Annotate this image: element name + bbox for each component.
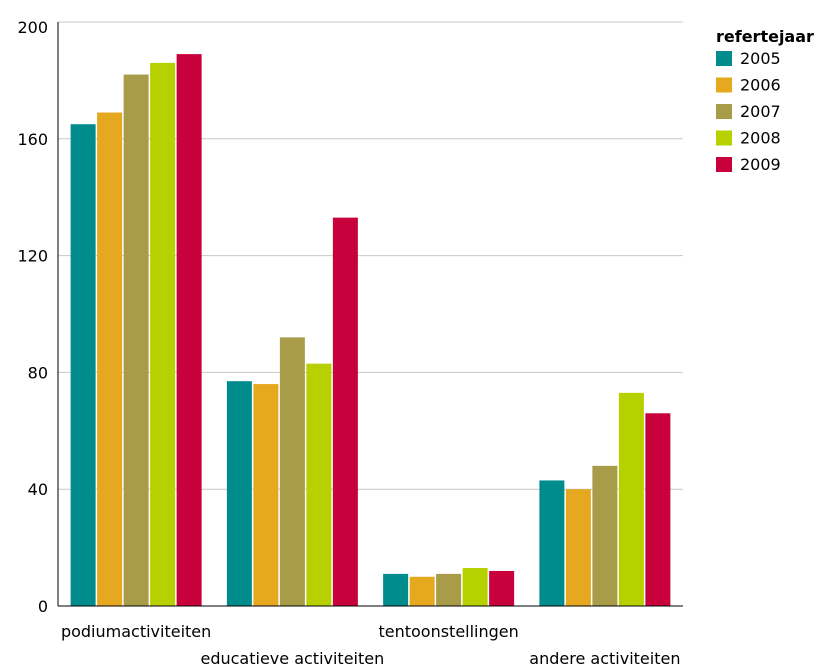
x-category-label: educatieve activiteiten [200,649,384,668]
bar-2009-4 [645,413,671,606]
legend-label-2006: 2006 [740,76,781,95]
y-tick-label: 120 [17,247,48,266]
legend-label-2009: 2009 [740,155,781,174]
bar-2009-1 [176,54,202,607]
legend-label-2007: 2007 [740,102,781,121]
category-labels: podiumactiviteiten educatieve activiteite… [61,622,680,668]
legend-swatch-2007 [716,104,732,119]
legend-swatch-2005 [716,51,732,66]
y-tick-label: 40 [28,480,48,499]
bar-2007-1 [123,74,149,606]
bar-2009-2 [332,217,358,606]
bar-2005-3 [383,573,409,606]
bar-2006-3 [409,576,435,606]
bar-2006-1 [97,112,123,607]
bar-2008-1 [150,62,176,606]
x-category-label: tentoonstellingen [378,622,518,641]
x-category-label: andere activiteiten [529,649,680,668]
legend-items: 2005 2006 2007 2008 2009 [716,49,781,174]
legend-title: refertejaar [716,27,814,46]
legend-swatch-2006 [716,77,732,93]
bar-2006-4 [565,489,591,606]
bars [70,54,671,607]
bar-2005-4 [539,480,565,606]
bar-2009-3 [489,570,515,606]
y-tick-label: 160 [17,130,48,149]
bar-2008-2 [306,363,332,606]
bar-2008-3 [462,568,488,606]
bar-2005-1 [70,124,96,606]
legend-swatch-2009 [716,157,732,172]
legend-label-2005: 2005 [740,49,781,68]
bar-2007-4 [592,465,618,606]
bar-2007-2 [279,337,305,606]
legend-label-2008: 2008 [740,129,781,148]
legend-swatch-2008 [716,130,732,146]
y-tick-label: 200 [17,18,48,37]
y-tick-label: 80 [28,363,48,382]
y-axis-ticks: 0 40 80 120 160 200 [17,18,48,616]
bar-2005-2 [226,381,252,606]
bar-2008-4 [618,392,644,606]
bar-2007-3 [436,573,462,606]
x-category-label: podiumactiviteiten [61,622,211,641]
bar-2006-2 [253,384,279,606]
legend: refertejaar 2005 2006 2007 2008 2009 [716,27,814,174]
y-tick-label: 0 [38,597,48,616]
